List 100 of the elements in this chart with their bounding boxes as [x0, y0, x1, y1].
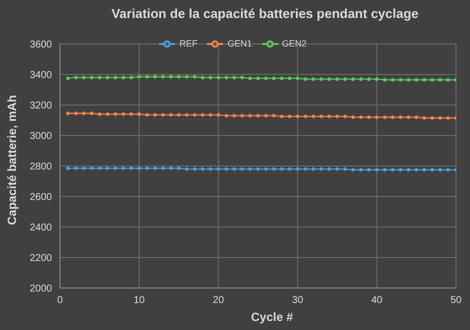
point — [145, 74, 149, 79]
point — [114, 76, 118, 80]
point — [406, 168, 410, 172]
point — [422, 168, 426, 172]
point — [161, 166, 165, 170]
point — [74, 166, 78, 170]
point — [398, 115, 402, 120]
point — [374, 115, 379, 120]
point — [137, 166, 142, 170]
point — [335, 167, 340, 171]
y-tick-label: 3600 — [30, 40, 52, 51]
point — [66, 112, 70, 116]
point — [414, 168, 418, 172]
chart-title: Variation de la capacité batteries pendant cyclage — [110, 6, 420, 21]
point — [153, 74, 157, 79]
point — [90, 112, 94, 116]
point — [114, 166, 118, 170]
point — [232, 76, 236, 80]
point — [90, 166, 94, 170]
point — [390, 78, 394, 82]
point — [106, 166, 110, 170]
point — [359, 77, 363, 81]
point — [280, 76, 284, 80]
point — [280, 114, 284, 118]
point — [145, 113, 149, 117]
point — [208, 167, 212, 171]
point — [74, 112, 78, 116]
point — [343, 114, 347, 118]
point — [153, 113, 157, 117]
point — [304, 167, 308, 171]
point — [359, 168, 363, 172]
point — [176, 74, 181, 79]
y-tick-label: 2200 — [30, 253, 52, 264]
point — [98, 112, 102, 116]
point — [430, 168, 434, 172]
x-tick-label: 20 — [212, 295, 224, 306]
point — [382, 115, 387, 120]
point — [296, 167, 300, 171]
point — [414, 115, 418, 120]
point — [382, 78, 387, 82]
point — [256, 114, 260, 118]
point — [288, 114, 292, 118]
point — [169, 166, 173, 170]
point — [438, 78, 442, 82]
point — [312, 77, 316, 81]
point — [176, 113, 181, 117]
point — [240, 114, 244, 118]
point — [430, 116, 434, 120]
point — [320, 167, 324, 171]
point — [296, 114, 300, 118]
point — [327, 114, 332, 118]
point — [374, 77, 379, 81]
point — [390, 168, 394, 172]
point — [153, 166, 157, 170]
y-tick-label: 2600 — [30, 192, 52, 204]
point — [248, 76, 252, 80]
point — [272, 167, 276, 171]
point — [264, 167, 268, 171]
point — [446, 78, 450, 82]
point — [272, 76, 276, 80]
point — [343, 77, 347, 81]
point — [422, 78, 426, 82]
point — [398, 168, 402, 172]
point — [137, 112, 142, 116]
y-tick-label: 3200 — [30, 100, 52, 112]
y-tick-label: 3000 — [30, 131, 52, 142]
point — [161, 74, 165, 79]
point — [200, 167, 204, 171]
legend-label: GEN1 — [227, 38, 252, 48]
point — [216, 76, 220, 80]
point — [208, 113, 212, 117]
point — [438, 168, 442, 172]
point — [320, 77, 324, 81]
x-tick-label: 0 — [57, 295, 64, 306]
point — [232, 167, 236, 171]
point — [351, 77, 355, 81]
point — [359, 115, 363, 120]
point — [280, 167, 284, 171]
point — [272, 114, 276, 118]
point — [66, 166, 70, 170]
point — [327, 77, 332, 81]
x-tick-label: 10 — [134, 295, 146, 306]
point — [264, 76, 268, 80]
point — [320, 114, 324, 118]
point — [288, 167, 292, 171]
point — [145, 166, 149, 170]
point — [232, 114, 236, 118]
point — [176, 166, 181, 170]
point — [367, 77, 371, 81]
point — [137, 74, 142, 79]
point — [398, 78, 402, 82]
point — [192, 167, 196, 171]
point — [184, 167, 189, 171]
point — [414, 78, 418, 82]
x-tick-label: 40 — [371, 295, 383, 306]
y-tick-label: 2800 — [30, 162, 52, 173]
point — [224, 114, 228, 118]
y-tick-label: 2000 — [30, 284, 52, 295]
point — [256, 167, 260, 171]
point — [82, 166, 86, 170]
